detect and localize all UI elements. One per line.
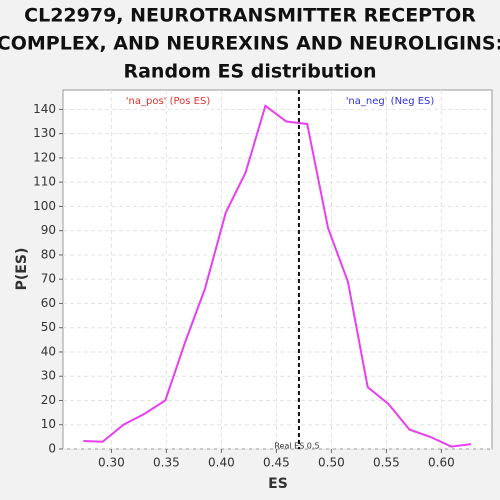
y-tick-label: 10 xyxy=(41,417,56,431)
y-tick-label: 90 xyxy=(41,223,56,237)
x-tick-label: 0.30 xyxy=(98,456,125,470)
x-tick-label: 0.55 xyxy=(373,456,400,470)
chart-title: Random ES distribution xyxy=(123,61,376,83)
x-tick-label: 0.35 xyxy=(153,456,180,470)
pos-label: 'na_pos' (Pos ES) xyxy=(126,96,211,107)
y-tick-label: 40 xyxy=(41,344,56,358)
x-tick-label: 0.40 xyxy=(208,456,235,470)
y-tick-label: 110 xyxy=(33,175,56,189)
y-tick-label: 60 xyxy=(41,296,56,310)
x-tick-label: 0.60 xyxy=(428,456,455,470)
chart-title: CL22979, NEUROTRANSMITTER RECEPTOR xyxy=(24,5,476,27)
x-tick-label: 0.50 xyxy=(318,456,345,470)
y-tick-label: 80 xyxy=(41,247,56,261)
chart-title: COMPLEX, AND NEUREXINS AND NEUROLIGINS: xyxy=(0,33,500,55)
y-tick-label: 30 xyxy=(41,369,56,383)
plot-area xyxy=(62,89,493,450)
y-tick-label: 0 xyxy=(48,442,56,456)
neg-label: 'na_neg' (Neg ES) xyxy=(346,96,435,107)
y-tick-label: 140 xyxy=(33,102,56,116)
y-tick-label: 20 xyxy=(41,393,56,407)
y-tick-label: 100 xyxy=(33,199,56,213)
y-axis-label: P(ES) xyxy=(14,248,30,291)
real-es-label: Real ES 0.5 xyxy=(274,442,319,451)
data-line xyxy=(83,104,472,448)
y-tick-label: 120 xyxy=(33,150,56,164)
x-axis-label: ES xyxy=(268,476,288,492)
y-tick-label: 50 xyxy=(41,320,56,334)
x-tick-label: 0.45 xyxy=(263,456,290,470)
y-tick-label: 70 xyxy=(41,272,56,286)
y-tick-label: 130 xyxy=(33,126,56,140)
